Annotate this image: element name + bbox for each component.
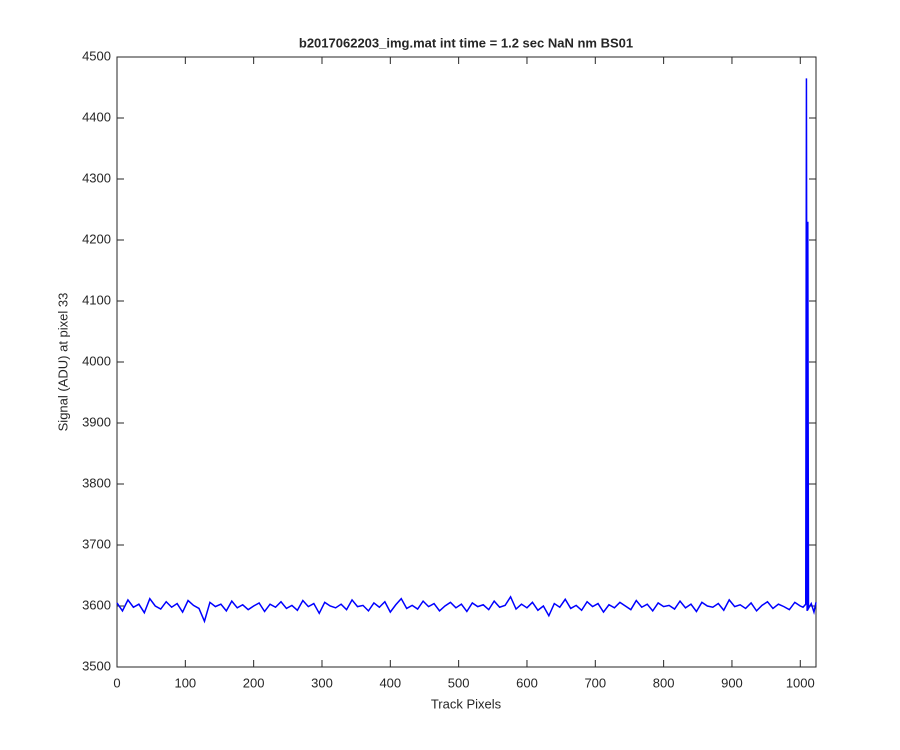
x-tick-label: 1000 (786, 675, 815, 690)
x-tick-label: 700 (584, 675, 606, 690)
x-tick-label: 200 (243, 675, 265, 690)
y-tick-label: 3700 (82, 536, 111, 551)
y-tick-label: 4100 (82, 292, 111, 307)
x-tick-label: 900 (721, 675, 743, 690)
y-axis-label: Signal (ADU) at pixel 33 (55, 293, 70, 432)
y-tick-label: 4300 (82, 170, 111, 185)
y-tick-label: 4000 (82, 353, 111, 368)
y-tick-label: 4400 (82, 109, 111, 124)
x-tick-label: 800 (653, 675, 675, 690)
y-tick-label: 3500 (82, 658, 111, 673)
x-tick-label: 600 (516, 675, 538, 690)
plot-frame (116, 56, 817, 668)
y-tick-label: 4200 (82, 231, 111, 246)
y-tick-label: 3800 (82, 475, 111, 490)
y-tick-label: 3600 (82, 597, 111, 612)
x-tick-label: 100 (174, 675, 196, 690)
data-line (116, 78, 817, 624)
x-tick-label: 0 (113, 675, 120, 690)
y-tick-label: 4500 (82, 48, 111, 63)
chart-title: b2017062203_img.mat int time = 1.2 sec N… (299, 35, 633, 50)
x-axis-label: Track Pixels (431, 696, 502, 711)
y-tick-label: 3900 (82, 414, 111, 429)
x-tick-label: 300 (311, 675, 333, 690)
x-tick-label: 400 (379, 675, 401, 690)
x-tick-label: 500 (448, 675, 470, 690)
